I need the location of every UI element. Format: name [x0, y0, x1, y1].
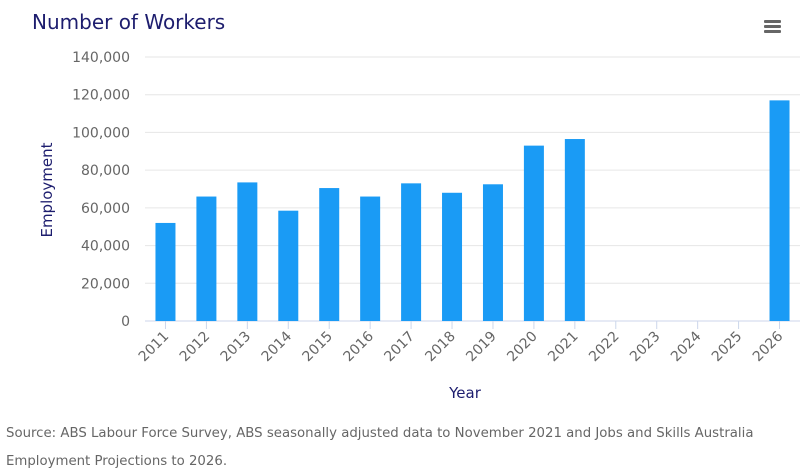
- y-tick-label: 20,000: [81, 276, 130, 292]
- y-tick-label: 100,000: [72, 125, 130, 141]
- x-axis-label: Year: [448, 384, 482, 402]
- x-tick-label: 2022: [586, 329, 623, 366]
- x-tick-label: 2014: [259, 328, 296, 365]
- bar-2011[interactable]: [155, 222, 176, 321]
- y-tick-label: 80,000: [81, 163, 130, 179]
- x-tick-label: 2024: [668, 328, 705, 365]
- x-tick-label: 2020: [504, 329, 541, 366]
- bar-chart: 0 20,000 40,000 60,000 80,000 100,000 120,000 1…: [38, 50, 800, 402]
- chart-title: Number of Workers: [32, 10, 226, 34]
- y-tick-label: 60,000: [81, 201, 130, 217]
- x-tick-label: 2019: [463, 329, 500, 366]
- x-tick-label: 2025: [709, 329, 746, 366]
- x-tick-label: 2017: [381, 329, 418, 366]
- bar-2020[interactable]: [523, 145, 544, 321]
- bar-2017[interactable]: [401, 183, 422, 321]
- bar-2014[interactable]: [278, 210, 299, 321]
- y-tick-label: 140,000: [72, 50, 130, 66]
- x-tick-label: 2026: [750, 328, 787, 365]
- bar-2016[interactable]: [360, 196, 381, 321]
- bar-2013[interactable]: [237, 182, 258, 321]
- x-tick-label: 2023: [627, 329, 664, 366]
- bar-2018[interactable]: [442, 192, 463, 321]
- bars: [155, 100, 790, 321]
- source-note: Source: ABS Labour Force Survey, ABS sea…: [6, 426, 754, 469]
- y-tick-label: 120,000: [72, 88, 130, 104]
- hamburger-menu-icon[interactable]: [761, 18, 785, 38]
- x-tick-label: 2021: [545, 329, 582, 366]
- bar-2015[interactable]: [319, 188, 340, 321]
- bar-2019[interactable]: [482, 184, 503, 321]
- y-tick-label: 0: [121, 314, 130, 330]
- x-tick-label: 2012: [177, 329, 214, 366]
- x-tick-label: 2018: [422, 329, 459, 366]
- y-axis-tick-labels: 0 20,000 40,000 60,000 80,000 100,000 120,000 1…: [72, 50, 130, 330]
- bar-2012[interactable]: [196, 196, 217, 321]
- y-axis-label: Employment: [38, 142, 56, 237]
- x-tick-label: 2011: [136, 329, 173, 366]
- x-axis-tick-labels: 2011 2012 2013 2014 2015 2016 2017 2018 2019 2020…: [136, 321, 787, 366]
- bar-2026[interactable]: [769, 100, 790, 321]
- bar-2021[interactable]: [564, 139, 585, 321]
- x-tick-label: 2016: [340, 328, 377, 365]
- y-tick-label: 40,000: [81, 239, 130, 255]
- x-tick-label: 2015: [300, 329, 337, 366]
- x-tick-label: 2013: [218, 329, 255, 366]
